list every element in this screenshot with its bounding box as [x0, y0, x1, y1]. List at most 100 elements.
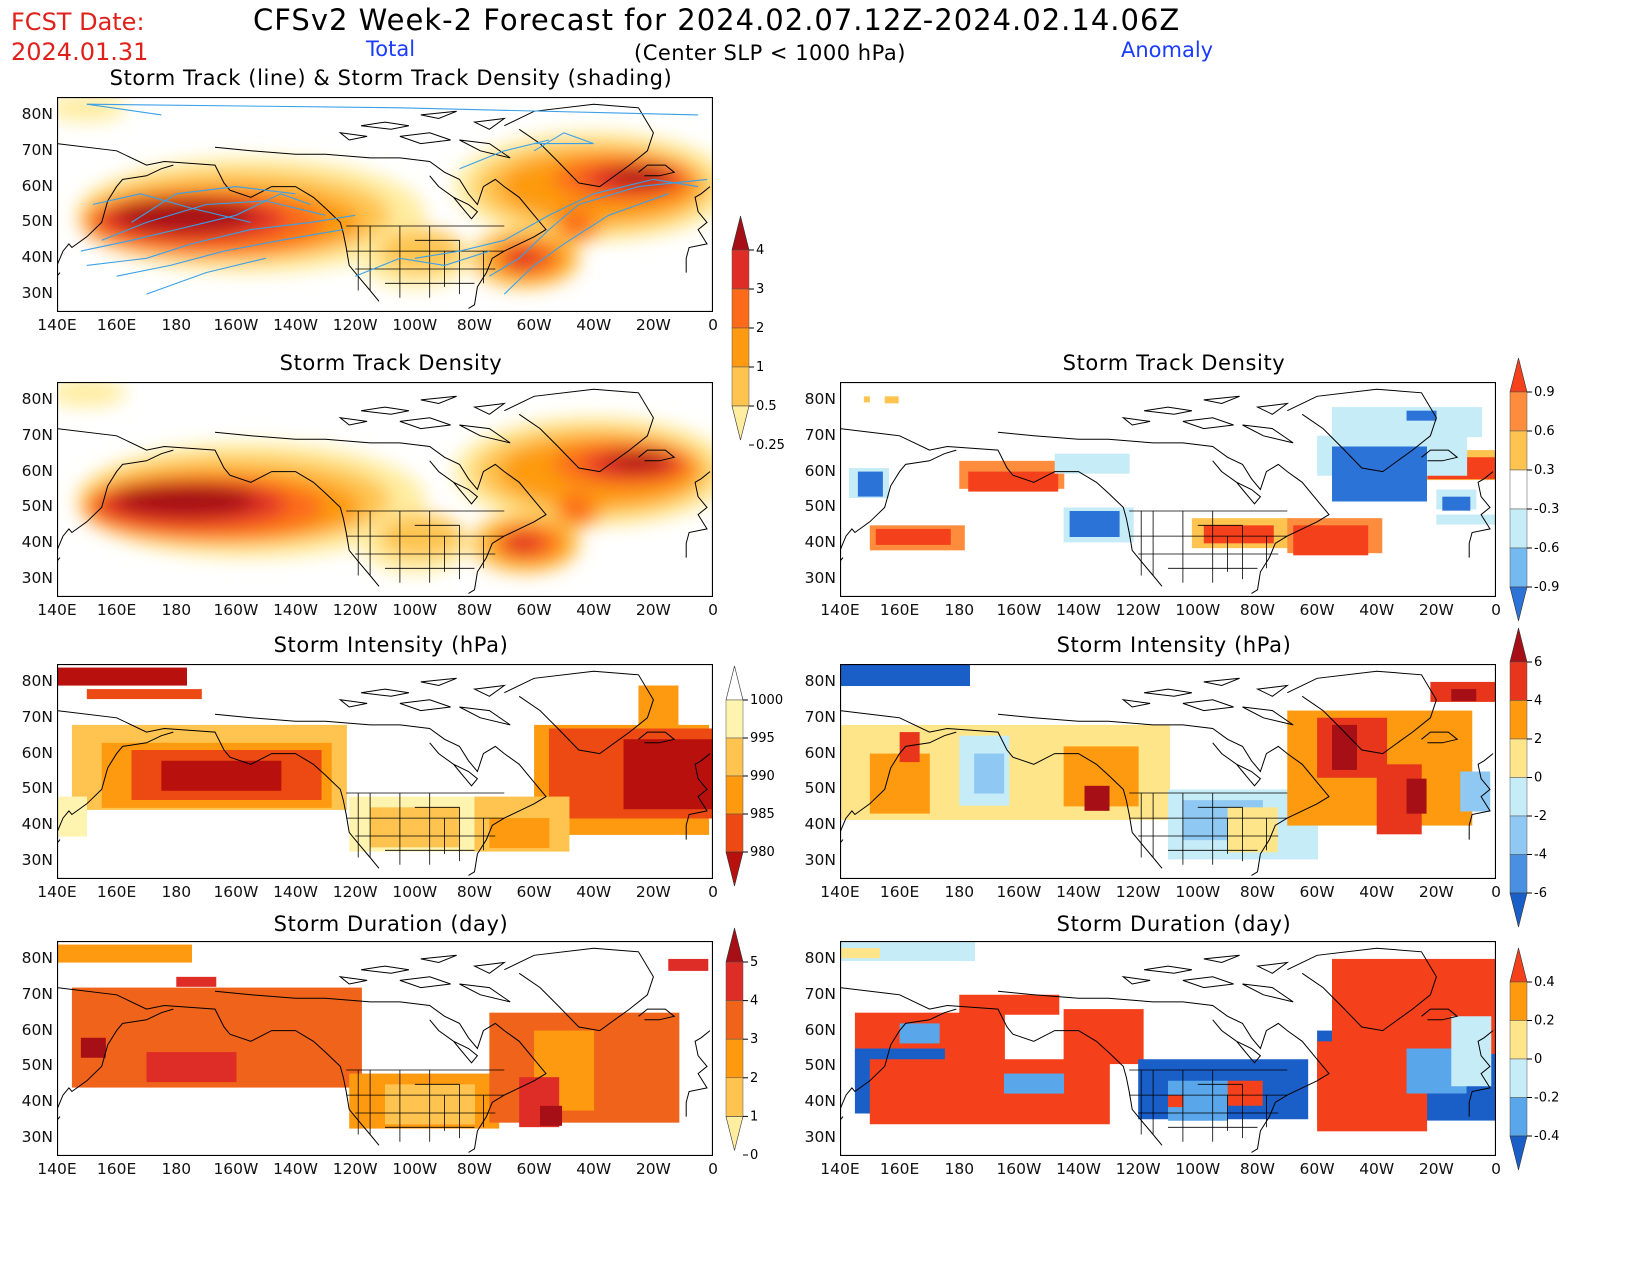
lon-tick-label: 140E: [820, 883, 860, 901]
lat-tick-label: 30N: [21, 569, 53, 588]
lon-tick-label: 80W: [1239, 883, 1275, 901]
panel-title-anom-density: Storm Track Density: [1062, 351, 1286, 375]
coastline: [338, 699, 368, 708]
lon-tick-label: 100W: [1175, 1160, 1221, 1178]
lat-tick-label: 50N: [804, 1056, 836, 1075]
coastline: [472, 684, 507, 697]
lat-tick-label: 70N: [21, 707, 53, 726]
colorbar-tick-label: 0.6: [1534, 424, 1555, 439]
colorbar-segment: [1509, 391, 1528, 432]
lon-tick-label: 140W: [1056, 883, 1101, 901]
colorbar-duration-anomaly: 0.4 0.2 0 -0.2 -0.4: [1509, 947, 1559, 1171]
coastline: [840, 449, 957, 551]
coastline: [1121, 417, 1151, 426]
panel-title-total-track: Storm Track (line) & Storm Track Density…: [109, 66, 673, 90]
colorbar-tick-label: 980: [750, 845, 775, 860]
colorbar-tick-label: 4: [750, 994, 758, 1009]
colorbar-segment: [725, 1000, 744, 1040]
lon-tick-label: 160W: [213, 316, 259, 334]
lon-tick-label: 80W: [456, 601, 492, 619]
field-cell: [899, 1023, 940, 1044]
storm-track-line: [92, 193, 251, 223]
field-shading: [57, 382, 127, 407]
colorbar-segment: [1509, 738, 1528, 778]
lon-tick-label: 160W: [996, 601, 1042, 619]
lon-tick-label: 140W: [273, 316, 318, 334]
colorbar-segment: [731, 366, 750, 407]
coastline: [1242, 424, 1294, 444]
colorbar-tick-label: 0.4: [1534, 975, 1555, 990]
coastline: [57, 987, 380, 1146]
coastline: [1421, 1008, 1459, 1021]
coastline: [1182, 417, 1234, 430]
fcst-date-label: FCST Date:: [11, 8, 145, 36]
lat-tick-label: 50N: [21, 779, 53, 798]
field-cell: [540, 1105, 563, 1126]
lat-tick-label: 80N: [804, 389, 836, 408]
coastline: [840, 1008, 957, 1110]
field-cell: [146, 1052, 237, 1083]
coastline: [214, 713, 547, 876]
field-cell: [1332, 446, 1427, 502]
coastline: [1255, 961, 1290, 974]
lon-tick-label: 140W: [273, 883, 318, 901]
colorbar-segment: [725, 1038, 744, 1079]
map-frame: [840, 941, 1496, 1156]
coastline: [420, 954, 457, 964]
lon-tick-label: 160E: [879, 601, 920, 619]
field-cell: [1168, 1095, 1183, 1108]
lon-tick-label: 160W: [213, 601, 259, 619]
colorbar-arrow-bottom: [725, 851, 744, 887]
colorbar-segment: [1509, 700, 1528, 740]
lon-tick-label: 160W: [996, 883, 1042, 901]
colorbar-segment: [1509, 1058, 1528, 1098]
colorbar-tick-label: -2: [1534, 809, 1547, 824]
field-cell: [1451, 1016, 1492, 1087]
coastline: [997, 713, 1330, 876]
lon-tick-label: 40W: [1359, 883, 1395, 901]
map-total-track: [57, 97, 713, 312]
field-cell: [1054, 453, 1130, 474]
lon-tick-label: 120W: [332, 1160, 378, 1178]
lon-tick-label: 0: [1491, 883, 1501, 901]
lon-tick-label: 60W: [516, 316, 552, 334]
field-shading: [608, 452, 669, 469]
lat-tick-label: 50N: [21, 212, 53, 231]
storm-track-line: [354, 250, 490, 277]
lon-tick-label: 100W: [392, 883, 438, 901]
lon-tick-label: 180: [161, 601, 192, 619]
colorbar-intensity-total: 1000 995 990 985 980: [725, 665, 783, 887]
lon-tick-label: 0: [708, 316, 718, 334]
field-cell: [1406, 410, 1437, 421]
colorbar-segment: [725, 813, 744, 853]
field-cell: [1436, 514, 1496, 525]
lon-tick-label: 160E: [96, 316, 137, 334]
lon-tick-label: 140E: [820, 601, 860, 619]
colorbar-arrow-bottom: [731, 405, 750, 441]
map-anom-intensity: [840, 664, 1496, 879]
lat-tick-label: 50N: [804, 779, 836, 798]
field-cell: [1460, 771, 1491, 812]
lat-tick-label: 40N: [804, 533, 836, 552]
storm-track-line: [86, 214, 356, 266]
lon-tick-label: 60W: [1299, 1160, 1335, 1178]
lon-tick-label: 40W: [576, 316, 612, 334]
colorbar-arrow-top: [725, 927, 744, 963]
coastline: [429, 175, 479, 220]
colorbar-segment: [1509, 1020, 1528, 1060]
coastline: [638, 731, 676, 744]
lat-tick-label: 70N: [21, 984, 53, 1003]
lon-tick-label: 140E: [820, 1160, 860, 1178]
storm-track-line: [459, 139, 550, 170]
colorbar-tick-label: 985: [750, 807, 775, 822]
lat-tick-label: 30N: [21, 284, 53, 303]
lon-tick-label: 20W: [1418, 1160, 1454, 1178]
map-anom-duration: [840, 941, 1496, 1156]
lon-tick-label: 120W: [332, 316, 378, 334]
colorbar-tick-label: 6: [1534, 655, 1542, 670]
colorbar-tick-label: -4: [1534, 848, 1547, 863]
colorbar-tick-label: 4: [756, 243, 764, 258]
lon-tick-label: 0: [708, 601, 718, 619]
coastline: [472, 961, 507, 974]
lon-tick-label: 80W: [456, 883, 492, 901]
